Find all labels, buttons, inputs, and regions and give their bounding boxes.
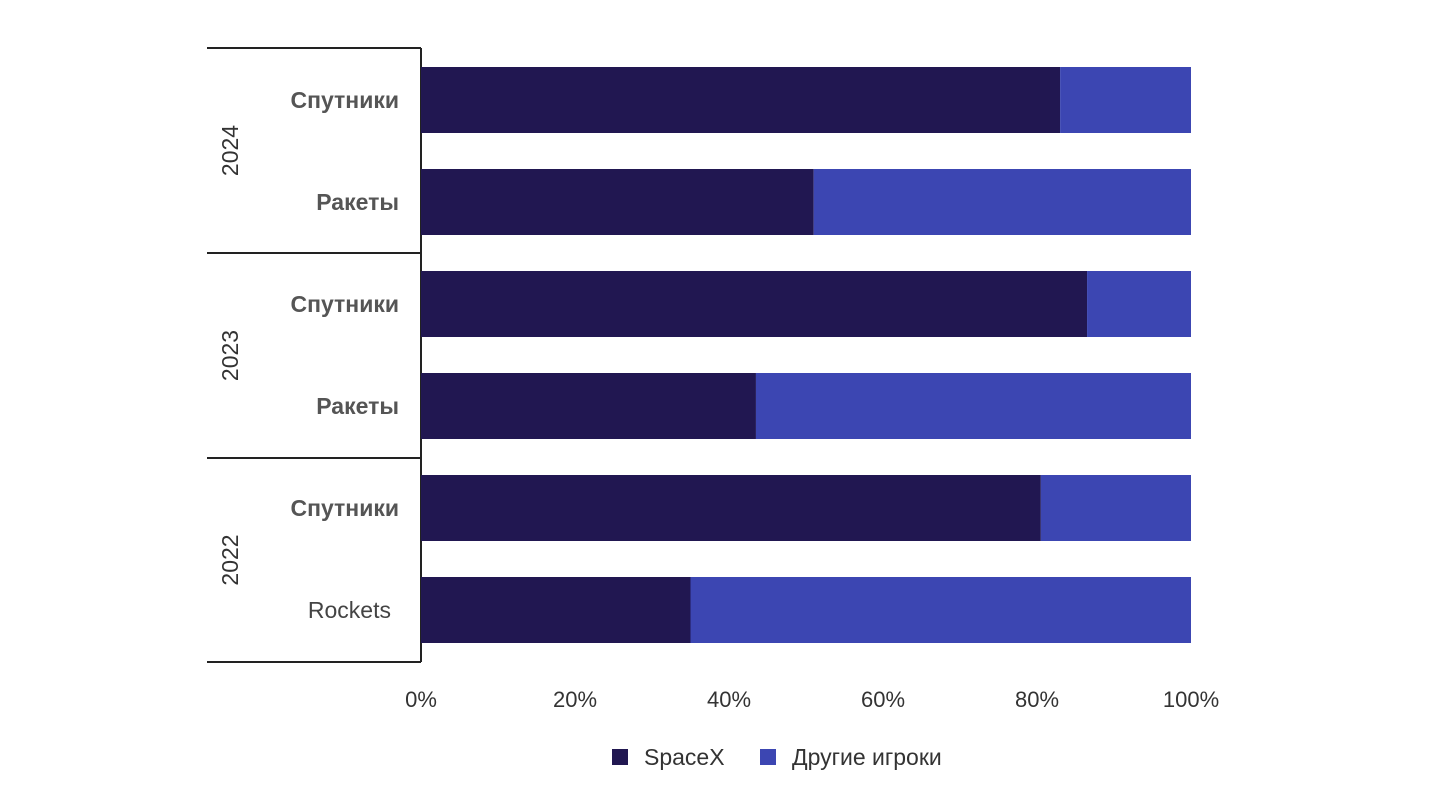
bars-layer bbox=[421, 67, 1191, 643]
bar-segment-others bbox=[1040, 475, 1191, 541]
category-label: Спутники bbox=[290, 291, 399, 317]
category-label: Спутники bbox=[290, 495, 399, 521]
x-tick-label: 100% bbox=[1163, 687, 1219, 712]
bar-segment-others bbox=[690, 577, 1191, 643]
bar-segment-others bbox=[1087, 271, 1191, 337]
x-tick-label: 0% bbox=[405, 687, 437, 712]
bar-segment-others bbox=[1060, 67, 1191, 133]
bar-segment-spacex bbox=[421, 271, 1088, 337]
legend-label: Другие игроки bbox=[792, 744, 942, 770]
labels-layer: Спутники Ракеты 2024 Спутники Ракеты 2023 Спут… bbox=[217, 87, 399, 623]
x-tick-label: 60% bbox=[861, 687, 905, 712]
legend-swatch bbox=[612, 749, 628, 765]
category-label: Ракеты bbox=[316, 393, 399, 419]
bar-segment-others bbox=[813, 169, 1191, 235]
year-label: 2022 bbox=[217, 534, 243, 585]
legend-swatch bbox=[760, 749, 776, 765]
x-tick-label: 20% bbox=[553, 687, 597, 712]
bar-segment-others bbox=[755, 373, 1191, 439]
category-label: Спутники bbox=[290, 87, 399, 113]
x-ticks: 0% 20% 40% 60% 80% 100% bbox=[405, 687, 1219, 712]
year-label: 2024 bbox=[217, 125, 243, 176]
year-label: 2023 bbox=[217, 330, 243, 381]
x-tick-label: 80% bbox=[1015, 687, 1059, 712]
bar-segment-spacex bbox=[421, 169, 814, 235]
bar-segment-spacex bbox=[421, 475, 1041, 541]
x-tick-label: 40% bbox=[707, 687, 751, 712]
axes-frame bbox=[207, 47, 422, 663]
legend-label: SpaceX bbox=[644, 744, 725, 770]
bar-segment-spacex bbox=[421, 577, 691, 643]
bar-segment-spacex bbox=[421, 67, 1061, 133]
legend: SpaceX Другие игроки bbox=[612, 744, 942, 770]
bar-segment-spacex bbox=[421, 373, 756, 439]
category-label: Ракеты bbox=[316, 189, 399, 215]
category-label: Rockets bbox=[308, 597, 391, 623]
